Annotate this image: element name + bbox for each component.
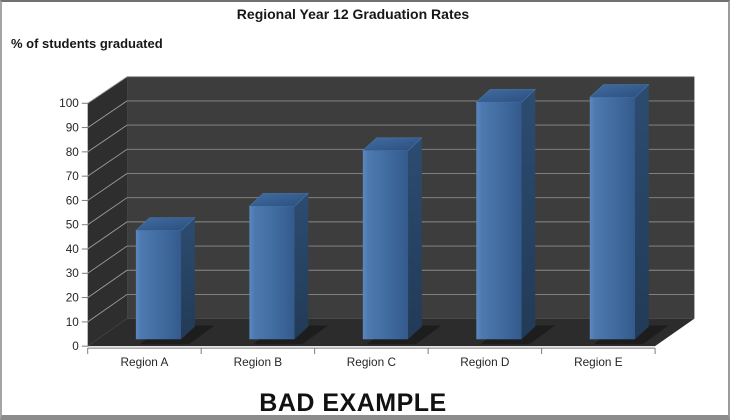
gridline-left-wall — [87, 148, 128, 177]
y-tick-label: 40 — [66, 242, 80, 256]
gridline-left-wall — [87, 197, 128, 226]
bar-region-d-front — [476, 102, 522, 340]
y-axis-title: % of students graduated — [11, 36, 163, 51]
x-category-label: Region B — [234, 355, 283, 369]
y-tick-label: 80 — [66, 145, 80, 159]
bar-region-e-side — [635, 84, 649, 340]
gridline-left-wall — [87, 221, 128, 250]
y-tick-label: 30 — [66, 266, 80, 280]
x-category-label: Region E — [574, 355, 623, 369]
gridline-left-wall — [87, 245, 128, 274]
y-tick-label: 20 — [66, 291, 80, 305]
y-tick-label: 60 — [66, 193, 80, 207]
gridline-left-wall — [87, 76, 128, 104]
gridline-left-wall — [87, 124, 128, 153]
gridline-left-wall — [87, 100, 128, 128]
bar-region-a-side — [181, 217, 195, 340]
chart-canvas: 0 10 20 30 40 50 60 70 80 90 100 Region A Region B Re… — [59, 76, 695, 369]
bar-region-c-side — [408, 137, 422, 340]
gridline-left-wall — [87, 269, 128, 298]
y-tick-label: 90 — [66, 121, 80, 135]
caption-text: BAD EXAMPLE — [259, 389, 447, 417]
bar-region-c-front — [362, 150, 409, 340]
y-tick-label: 70 — [66, 169, 80, 183]
gridline-left-wall — [87, 173, 128, 201]
bar-region-e-front — [589, 97, 636, 340]
x-category-label: Region C — [347, 355, 397, 369]
y-tick-label: 50 — [66, 218, 80, 232]
x-category-label: Region D — [460, 355, 509, 369]
chart-title: Regional Year 12 Graduation Rates — [236, 6, 470, 22]
x-category-label: Region A — [120, 355, 168, 369]
bar-region-a-front — [135, 230, 182, 340]
y-tick-label: 10 — [66, 315, 80, 329]
gridline-left-wall — [87, 294, 128, 323]
y-tick-label: 0 — [72, 339, 79, 353]
bar-region-d-side — [521, 89, 536, 340]
y-tick-label: 100 — [59, 96, 79, 110]
bar-region-b-side — [294, 193, 309, 340]
bar-region-b-front — [249, 206, 295, 340]
